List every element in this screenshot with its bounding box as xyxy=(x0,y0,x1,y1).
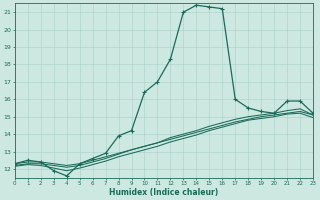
X-axis label: Humidex (Indice chaleur): Humidex (Indice chaleur) xyxy=(109,188,219,197)
